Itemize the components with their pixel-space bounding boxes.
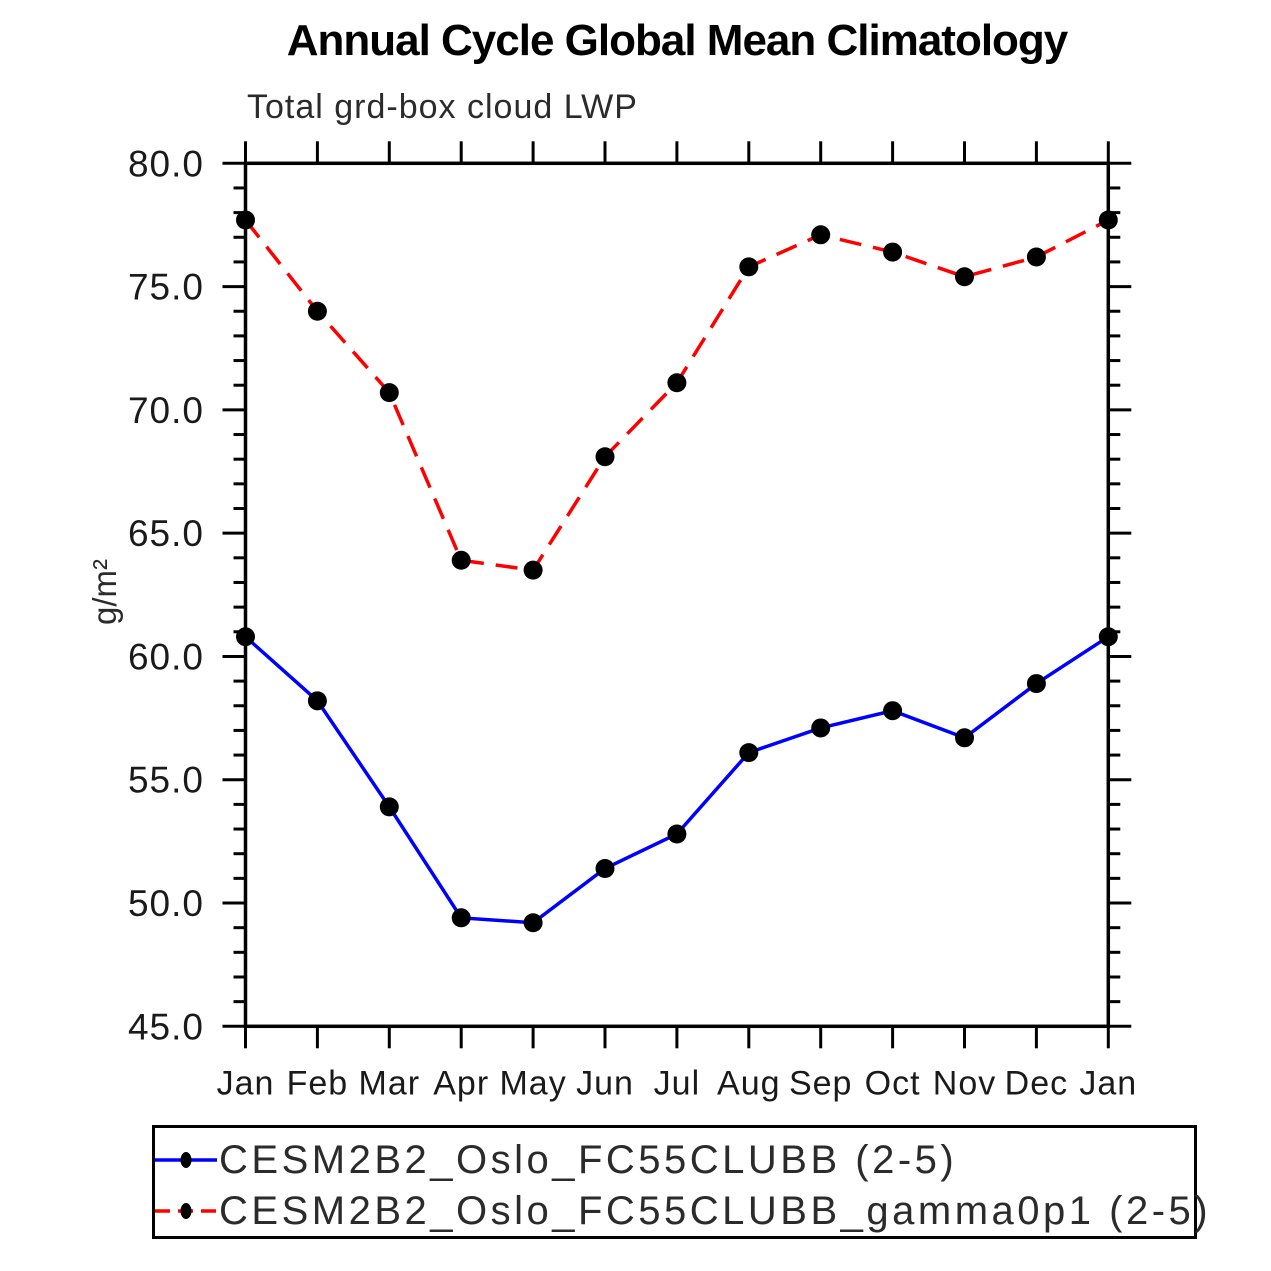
- legend-item-cesm2b2-oslo-fc55clubb: CESM2B2_Oslo_FC55CLUBB (2-5): [155, 1138, 958, 1182]
- legend-marker: [180, 1152, 192, 1168]
- x-tick-label: Dec: [1005, 1064, 1068, 1102]
- x-tick-label: Jan: [1079, 1064, 1137, 1102]
- y-tick-label: 50.0: [128, 883, 204, 924]
- data-point-marker-1: [451, 550, 471, 570]
- data-point-marker-1: [236, 210, 255, 230]
- y-tick-label: 55.0: [128, 760, 204, 801]
- legend-item-cesm2b2-oslo-fc55clubb-gamma0p1: CESM2B2_Oslo_FC55CLUBB_gamma0p1 (2-5): [155, 1189, 1212, 1233]
- data-point-marker-0: [523, 913, 543, 933]
- data-point-marker-0: [1098, 627, 1118, 647]
- x-tick-label: Jul: [654, 1064, 700, 1102]
- data-point-marker-0: [955, 728, 974, 748]
- x-tick-label: Aug: [717, 1064, 781, 1102]
- data-point-marker-1: [1026, 247, 1046, 267]
- data-point-marker-1: [955, 267, 974, 287]
- x-tick-label: Apr: [433, 1064, 489, 1102]
- data-point-marker-1: [739, 257, 759, 277]
- series-line-1: [244, 218, 1110, 573]
- x-tick-label: Oct: [865, 1064, 921, 1102]
- y-tick-label: 70.0: [128, 390, 204, 431]
- data-point-marker-0: [451, 908, 471, 928]
- chart-subtitle: Total grd-box cloud LWP: [247, 88, 638, 126]
- data-point-marker-1: [595, 447, 615, 467]
- data-point-marker-0: [1026, 674, 1046, 694]
- x-tick-label: Sep: [789, 1064, 853, 1102]
- data-point-marker-1: [379, 383, 399, 403]
- series-line-0: [244, 635, 1110, 925]
- x-tick-label: Jan: [217, 1064, 275, 1102]
- legend-label: CESM2B2_Oslo_FC55CLUBB (2-5): [219, 1138, 958, 1182]
- legend-swatch-solid-line: [155, 1152, 217, 1168]
- plot-frame: [243, 161, 1111, 1029]
- legend-marker: [180, 1203, 192, 1219]
- legend-swatch-dashed-line: [155, 1203, 217, 1219]
- x-tick-label: Mar: [359, 1064, 421, 1102]
- x-tick-label: May: [499, 1064, 566, 1102]
- plot-area: 45.0 50.0 55.0 60.0 65.0 70.0 75.0 80.0 Jan Feb Ma…: [128, 141, 1137, 1102]
- data-point-marker-0: [236, 627, 255, 647]
- data-point-marker-1: [523, 560, 543, 580]
- data-point-marker-0: [739, 743, 759, 763]
- chart-title: Annual Cycle Global Mean Climatology: [286, 16, 1069, 65]
- y-tick-label: 60.0: [128, 636, 204, 677]
- y-tick-label: 45.0: [128, 1006, 204, 1047]
- x-tick-label: Jun: [576, 1064, 634, 1102]
- data-point-marker-1: [1098, 210, 1118, 230]
- y-tick-label: 75.0: [128, 267, 204, 308]
- legend-label: CESM2B2_Oslo_FC55CLUBB_gamma0p1 (2-5): [219, 1189, 1212, 1233]
- data-point-marker-0: [595, 858, 615, 878]
- data-point-marker-0: [379, 797, 399, 817]
- legend-box: CESM2B2_Oslo_FC55CLUBB (2-5) CESM2B2_Osl…: [152, 1125, 1208, 1239]
- data-point-marker-1: [307, 301, 327, 321]
- data-point-marker-1: [811, 225, 831, 245]
- data-point-marker-1: [883, 242, 903, 262]
- data-point-marker-0: [883, 701, 903, 721]
- x-tick-label: Nov: [933, 1064, 996, 1102]
- y-tick-label: 65.0: [128, 513, 204, 554]
- data-point-marker-0: [811, 718, 831, 738]
- data-point-marker-0: [307, 691, 327, 711]
- x-tick-label: Feb: [287, 1064, 349, 1102]
- y-tick-label: 80.0: [128, 143, 204, 184]
- data-point-marker-1: [667, 373, 687, 393]
- data-point-marker-0: [667, 824, 687, 844]
